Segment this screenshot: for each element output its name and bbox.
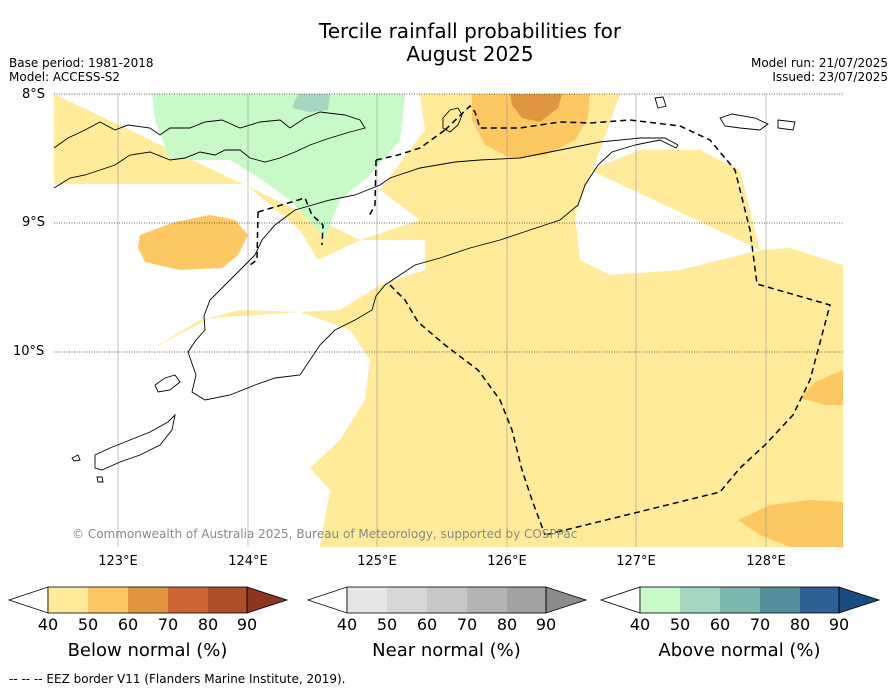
above-tick-50: 50 — [669, 615, 691, 634]
flores-coastline — [53, 111, 366, 189]
colorbar-below-swatch-5 — [208, 587, 247, 613]
lon-label-124e: 124°E — [228, 554, 268, 569]
probability-fill — [54, 94, 843, 547]
above-normal-50-region — [292, 94, 330, 112]
wetar-island — [654, 96, 667, 109]
below-tick-40: 40 — [37, 615, 59, 634]
colorbar-above-swatch-3 — [720, 587, 760, 613]
near-tick-70: 70 — [456, 615, 478, 634]
eez-legend-note: -- -- -- EEZ border V11 (Flanders Marine… — [9, 672, 346, 686]
below-normal-50-region-east — [800, 370, 843, 405]
below-tick-60: 60 — [117, 615, 139, 634]
colorbar-below-normal — [7, 586, 289, 614]
below-normal-50-region-west — [138, 215, 248, 270]
babar-islands — [719, 113, 796, 131]
above-tick-40: 40 — [629, 615, 651, 634]
lat-label-9s: 9°S — [22, 215, 46, 230]
eez-border — [249, 104, 831, 536]
below-tick-50: 50 — [77, 615, 99, 634]
model-run: Model run: 21/07/2025 — [750, 56, 888, 70]
colorbar-above-normal — [599, 586, 881, 614]
below-normal-60-region — [510, 94, 562, 122]
colorbar-near-swatch-5 — [507, 587, 546, 613]
near-tick-40: 40 — [336, 615, 358, 634]
colorbar-above-left-arrow — [599, 586, 641, 614]
base-period: Base period: 1981-2018 — [9, 56, 154, 70]
lon-label-123e: 123°E — [98, 554, 138, 569]
model-name: Model: ACCESS-S2 — [9, 70, 121, 84]
near-normal-label: Near normal (%) — [372, 640, 521, 661]
above-normal-40-region — [152, 94, 405, 238]
lon-label-128e: 128°E — [746, 554, 786, 569]
timor-coastline — [187, 137, 679, 401]
colorbar-near-right-arrow — [545, 586, 588, 614]
title-line-1: Tercile rainfall probabilities for — [318, 19, 622, 43]
colorbar-below-swatch-2 — [88, 587, 128, 613]
lat-label-10s: 10°S — [13, 344, 45, 359]
colorbar-above-right-arrow — [838, 586, 881, 614]
colorbar-near-swatch-4 — [467, 587, 507, 613]
colorbar-below-swatch-4 — [168, 587, 208, 613]
alor-island — [442, 107, 463, 133]
no-signal-region-centre — [112, 312, 370, 547]
small-islet — [96, 476, 104, 483]
no-signal-region-east — [575, 94, 843, 275]
meta-left: Base period: 1981-2018 Model: ACCESS-S2 — [9, 56, 154, 84]
colorbar-near-swatch-3 — [427, 587, 467, 613]
lon-label-125e: 125°E — [357, 554, 397, 569]
near-tick-90: 90 — [535, 615, 557, 634]
title-line-2: August 2025 — [406, 42, 534, 66]
colorbar-below-swatch-3 — [128, 587, 168, 613]
below-normal-label: Below normal (%) — [67, 640, 228, 661]
graticule — [117, 94, 767, 547]
colorbar-near-left-arrow — [306, 586, 348, 614]
above-tick-90: 90 — [828, 615, 850, 634]
above-tick-70: 70 — [749, 615, 771, 634]
colorbar-below-right-arrow — [246, 586, 289, 614]
above-tick-60: 60 — [709, 615, 731, 634]
rote-island — [154, 374, 181, 393]
colorbar-above-swatch-2 — [680, 587, 720, 613]
copyright-notice: © Commonwealth of Australia 2025, Bureau… — [72, 527, 578, 541]
lon-label-127e: 127°E — [616, 554, 656, 569]
colorbar-near-swatch-1 — [347, 587, 387, 613]
colorbar-below-swatch-1 — [48, 587, 88, 613]
coastlines — [53, 96, 796, 483]
below-tick-70: 70 — [157, 615, 179, 634]
below-tick-80: 80 — [197, 615, 219, 634]
colorbar-near-normal — [306, 586, 588, 614]
near-tick-50: 50 — [376, 615, 398, 634]
issued-date: Issued: 23/07/2025 — [772, 70, 888, 84]
above-tick-80: 80 — [789, 615, 811, 634]
latitude-lines — [54, 93, 843, 353]
sawu-island — [71, 413, 176, 471]
map-title: Tercile rainfall probabilities for Augus… — [0, 20, 896, 66]
below-tick-90: 90 — [236, 615, 258, 634]
near-tick-60: 60 — [416, 615, 438, 634]
colorbar-near-swatch-2 — [387, 587, 427, 613]
colorbar-below-left-arrow — [7, 586, 49, 614]
lon-label-126e: 126°E — [487, 554, 527, 569]
near-tick-80: 80 — [496, 615, 518, 634]
colorbar-above-swatch-5 — [800, 587, 839, 613]
colorbar-above-swatch-4 — [760, 587, 800, 613]
lat-label-8s: 8°S — [22, 87, 46, 102]
above-normal-label: Above normal (%) — [658, 640, 821, 661]
meta-right: Model run: 21/07/2025 Issued: 23/07/2025 — [751, 56, 888, 84]
below-normal-50-region-southeast — [738, 500, 843, 547]
colorbar-above-swatch-1 — [640, 587, 680, 613]
